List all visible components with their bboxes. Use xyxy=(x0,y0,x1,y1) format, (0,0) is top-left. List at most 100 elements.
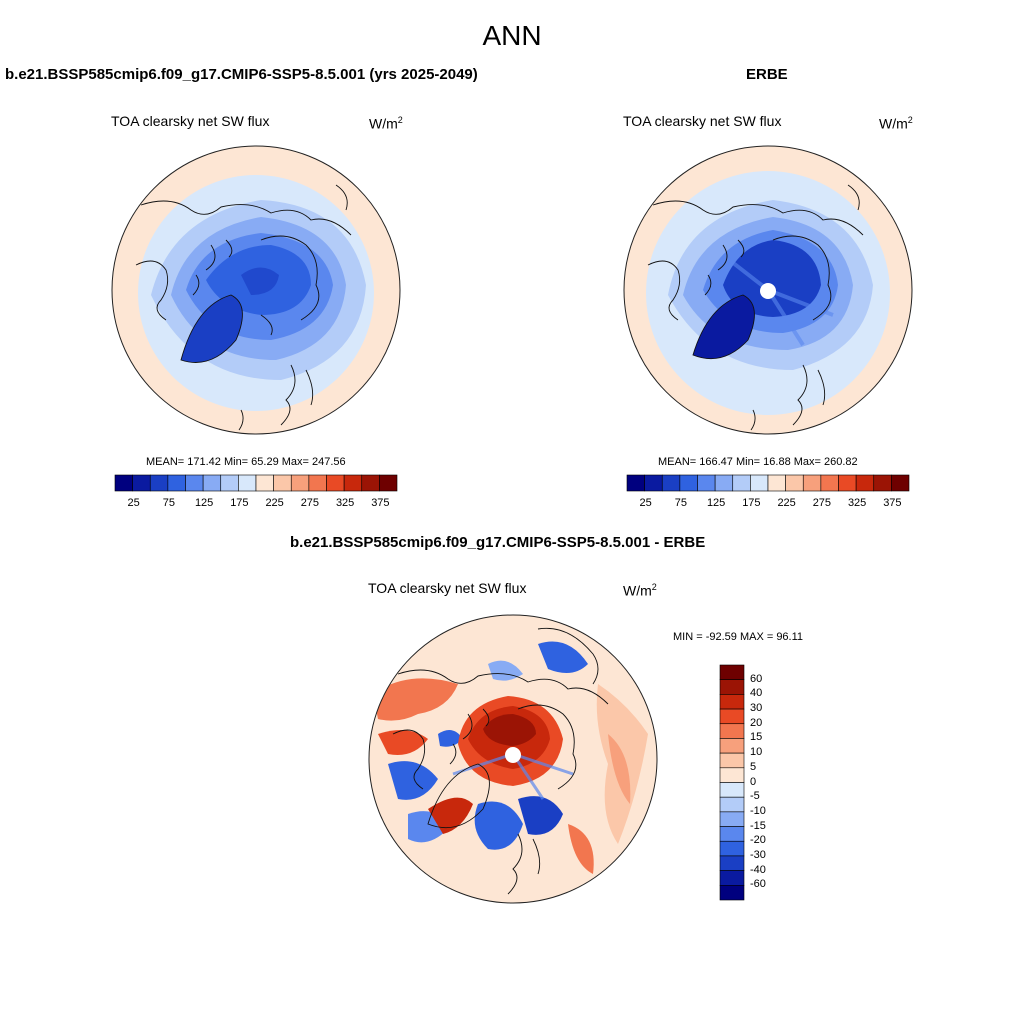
colorbar-tick-label: 20 xyxy=(750,716,763,729)
colorbar-tick-label: -40 xyxy=(750,863,766,876)
colorbar-swatch xyxy=(719,826,745,842)
panel2-stats: MEAN= 166.47 Min= 16.88 Max= 260.82 xyxy=(658,456,858,468)
colorbar-swatch xyxy=(719,767,745,783)
colorbar-tick-label: -30 xyxy=(750,848,766,861)
colorbar-tick-label: 275 xyxy=(812,497,832,509)
colorbar-tick-label: 10 xyxy=(750,746,763,759)
colorbar-swatch xyxy=(873,474,892,492)
panel2-colorbar xyxy=(626,474,910,492)
panel3-colorbar xyxy=(719,664,745,901)
colorbar-swatch xyxy=(149,474,169,492)
colorbar-tick-label: -5 xyxy=(750,790,760,803)
colorbar-swatch xyxy=(644,474,663,492)
colorbar-swatch xyxy=(379,474,398,492)
colorbar-swatch xyxy=(719,885,745,901)
colorbar-tick-label: -60 xyxy=(750,878,766,891)
panel2-variable-title: TOA clearsky net SW flux xyxy=(623,113,782,129)
colorbar-tick-label: 375 xyxy=(371,497,390,509)
colorbar-tick-label: 25 xyxy=(127,497,140,509)
colorbar-swatch xyxy=(820,474,839,492)
colorbar-tick-label: 75 xyxy=(674,497,687,509)
colorbar-swatch xyxy=(343,474,363,492)
colorbar-swatch xyxy=(719,708,745,725)
colorbar-tick-label: 125 xyxy=(706,497,726,509)
colorbar-swatch xyxy=(719,840,745,857)
panel2-colorbar-labels: 25 75 125 175 225 275 325 375 xyxy=(627,497,909,511)
colorbar-swatch xyxy=(719,796,745,813)
panel2-case-title: ERBE xyxy=(746,66,788,83)
colorbar-swatch xyxy=(719,811,745,827)
colorbar-swatch xyxy=(220,474,239,492)
colorbar-swatch xyxy=(132,474,151,492)
colorbar-swatch xyxy=(719,679,745,695)
colorbar-swatch xyxy=(855,474,875,492)
colorbar-swatch xyxy=(661,474,681,492)
colorbar-swatch xyxy=(785,474,804,492)
panel1-polar-map xyxy=(111,145,401,435)
colorbar-swatch xyxy=(273,474,292,492)
panel3-units: W/m2 xyxy=(623,582,657,599)
colorbar-tick-label: -15 xyxy=(750,819,766,832)
figure-title: ANN xyxy=(482,20,542,51)
colorbar-tick-label: 25 xyxy=(639,497,652,509)
colorbar-swatch xyxy=(719,738,745,754)
colorbar-swatch xyxy=(838,474,857,492)
colorbar-swatch xyxy=(290,474,310,492)
colorbar-swatch xyxy=(767,474,786,492)
colorbar-tick-label: 375 xyxy=(883,497,902,509)
panel3-colorbar-labels: 60 40 30 20 15 10 5 0 -5 -10 -15 -20 -30 -40 -60 xyxy=(750,665,790,900)
colorbar-swatch xyxy=(719,694,745,710)
colorbar-swatch xyxy=(719,855,745,871)
colorbar-swatch xyxy=(114,474,133,492)
colorbar-swatch xyxy=(238,474,257,492)
colorbar-swatch xyxy=(697,474,716,492)
colorbar-swatch xyxy=(891,474,910,492)
panel1-colorbar-labels: 25 75 125 175 225 275 325 375 xyxy=(115,497,397,511)
colorbar-tick-label: 60 xyxy=(750,672,763,685)
colorbar-swatch xyxy=(308,474,327,492)
colorbar-swatch xyxy=(719,870,745,886)
colorbar-tick-label: -20 xyxy=(750,834,766,847)
colorbar-swatch xyxy=(719,782,745,798)
colorbar-tick-label: 40 xyxy=(750,687,763,700)
colorbar-swatch xyxy=(626,474,645,492)
panel1-units: W/m2 xyxy=(369,115,403,132)
colorbar-tick-label: 175 xyxy=(230,497,249,509)
colorbar-swatch xyxy=(167,474,186,492)
colorbar-tick-label: 275 xyxy=(300,497,320,509)
colorbar-tick-label: -10 xyxy=(750,804,766,817)
panel3-variable-title: TOA clearsky net SW flux xyxy=(368,580,527,596)
panel3-polar-map xyxy=(368,614,658,904)
panel1-case-title: b.e21.BSSP585cmip6.f09_g17.CMIP6-SSP5-8.… xyxy=(5,66,478,83)
panel1-variable-title: TOA clearsky net SW flux xyxy=(111,113,270,129)
colorbar-swatch xyxy=(719,723,745,739)
colorbar-tick-label: 5 xyxy=(750,760,757,773)
colorbar-swatch xyxy=(732,474,751,492)
colorbar-swatch xyxy=(202,474,222,492)
colorbar-tick-label: 325 xyxy=(335,497,355,509)
colorbar-swatch xyxy=(185,474,204,492)
colorbar-tick-label: 225 xyxy=(777,497,796,509)
colorbar-swatch xyxy=(719,664,745,680)
panel2-units: W/m2 xyxy=(879,115,913,132)
colorbar-tick-label: 325 xyxy=(847,497,867,509)
colorbar-tick-label: 0 xyxy=(750,775,757,788)
colorbar-tick-label: 125 xyxy=(194,497,214,509)
colorbar-tick-label: 75 xyxy=(162,497,175,509)
panel3-stats: MIN = -92.59 MAX = 96.11 xyxy=(673,631,804,643)
panel2-polar-map xyxy=(623,145,913,435)
colorbar-swatch xyxy=(326,474,345,492)
colorbar-swatch xyxy=(361,474,380,492)
colorbar-swatch xyxy=(714,474,734,492)
colorbar-swatch xyxy=(719,752,745,769)
panel1-colorbar xyxy=(114,474,398,492)
colorbar-swatch xyxy=(750,474,769,492)
colorbar-swatch xyxy=(255,474,274,492)
panel3-case-title: b.e21.BSSP585cmip6.f09_g17.CMIP6-SSP5-8.… xyxy=(290,534,706,551)
colorbar-swatch xyxy=(802,474,822,492)
colorbar-tick-label: 225 xyxy=(265,497,284,509)
colorbar-swatch xyxy=(679,474,698,492)
colorbar-tick-label: 30 xyxy=(750,702,763,715)
panel1-stats: MEAN= 171.42 Min= 65.29 Max= 247.56 xyxy=(146,456,346,468)
colorbar-tick-label: 15 xyxy=(750,731,763,744)
